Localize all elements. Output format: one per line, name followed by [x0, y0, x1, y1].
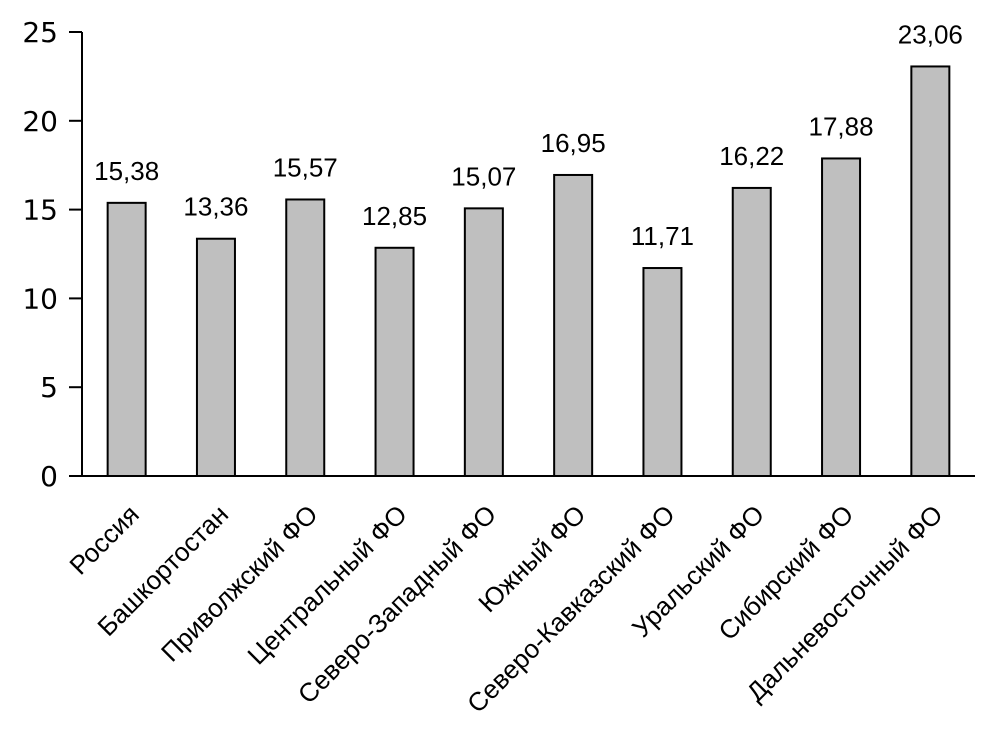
bar-value-label: 12,85 [362, 201, 427, 231]
y-tick-label: 10 [22, 282, 58, 315]
bar [642, 267, 683, 477]
bar-value-label: 11,71 [631, 221, 694, 251]
bar-value-label: 15,07 [451, 161, 516, 191]
y-tick-label: 15 [22, 194, 58, 227]
bar-value-label: 13,36 [183, 192, 248, 222]
bar [106, 201, 147, 477]
bar-value-label: 17,88 [809, 111, 874, 141]
bar [731, 186, 772, 477]
bar [374, 246, 415, 477]
bar-value-label: 23,06 [898, 19, 963, 49]
bar [910, 65, 951, 477]
bar [821, 157, 862, 477]
bar-value-label: 16,95 [541, 128, 606, 158]
y-tick-label: 5 [40, 371, 58, 404]
bar [463, 207, 504, 477]
bar [553, 173, 594, 478]
category-label: Приволжский ФО [155, 499, 323, 667]
y-tick-label: 25 [22, 16, 58, 49]
bar-value-label: 15,38 [94, 156, 159, 186]
category-label: Центральный ФО [241, 499, 412, 670]
bar-value-label: 16,22 [719, 141, 784, 171]
y-tick-label: 20 [22, 105, 58, 138]
y-tick-label: 0 [40, 460, 58, 493]
category-label: Россия [63, 499, 145, 581]
bar-value-label: 15,57 [273, 152, 338, 182]
bar [195, 237, 236, 477]
bar [285, 198, 326, 477]
